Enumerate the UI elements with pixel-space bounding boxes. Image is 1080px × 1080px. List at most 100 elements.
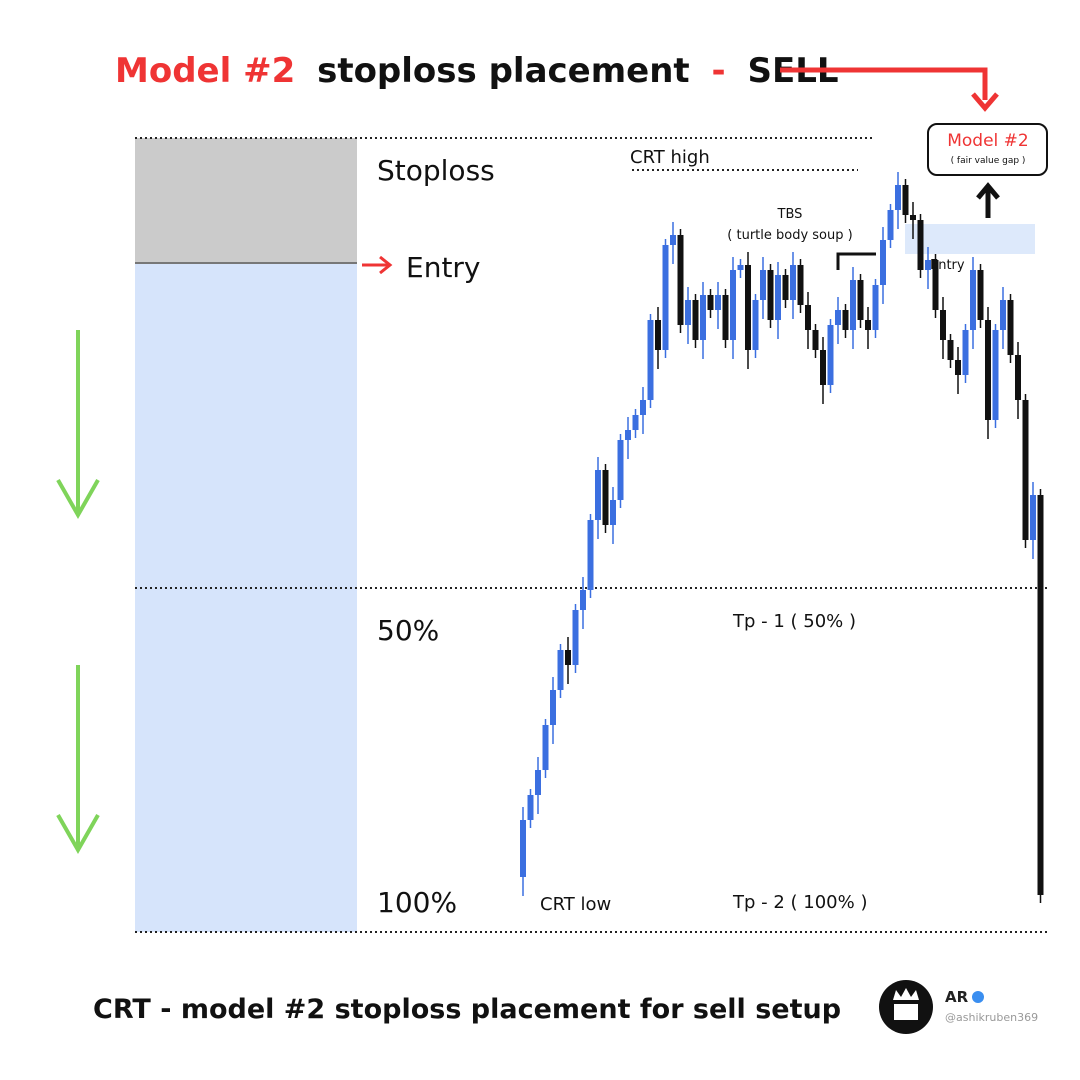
title: Model #2 stoploss placement - SELL <box>115 51 839 91</box>
half-label: 50% <box>377 614 439 647</box>
candle-body <box>917 220 924 270</box>
candle-body <box>1022 400 1029 540</box>
candle-body <box>797 265 804 305</box>
stoploss-zone <box>135 138 357 263</box>
candle-body <box>992 330 999 420</box>
candle-body <box>527 795 534 820</box>
candle-body <box>1000 300 1006 330</box>
crt-low-label: CRT low <box>540 894 611 915</box>
candle-body <box>805 305 811 330</box>
candle-body <box>812 330 819 350</box>
candle-body <box>625 430 631 440</box>
tbs-label: TBS <box>777 207 803 222</box>
candle-body <box>647 320 654 400</box>
candle-body <box>887 210 894 240</box>
candle-body <box>850 280 856 330</box>
callout-box <box>927 123 1048 176</box>
candle-body <box>902 185 909 215</box>
candle-body <box>962 330 969 375</box>
candle-body <box>602 470 609 525</box>
tbs-bracket <box>836 252 876 270</box>
entry-arrow <box>362 255 393 275</box>
candle-body <box>895 185 901 210</box>
candle-body <box>835 310 841 325</box>
candle-body <box>595 470 601 520</box>
candle-body <box>610 500 616 525</box>
title-highlight: Model #2 <box>115 51 295 91</box>
candle-body <box>1007 300 1014 355</box>
candle-body <box>1037 495 1044 895</box>
entry-label: Entry <box>406 251 481 284</box>
candles <box>520 172 1044 903</box>
candle-body <box>550 690 556 725</box>
candle-body <box>985 320 991 420</box>
candle-body <box>535 770 541 795</box>
title-dash: - <box>712 51 726 91</box>
candle-body <box>692 300 699 340</box>
candle-body <box>872 285 879 330</box>
candle-body <box>565 650 571 665</box>
candle-body <box>640 400 646 415</box>
red-arrow-head <box>971 92 999 112</box>
candle-body <box>932 260 939 310</box>
brand-handle: @ashikruben369 <box>945 1011 1038 1024</box>
candle-body <box>880 240 886 285</box>
candle-body <box>842 310 849 330</box>
candle-body <box>955 360 961 375</box>
candle-body <box>677 235 684 325</box>
candle-body <box>655 320 661 350</box>
candle-body <box>760 270 766 300</box>
candle-body <box>925 260 931 270</box>
candle-body <box>707 295 714 310</box>
candle-body <box>910 215 916 220</box>
candle-body <box>1015 355 1021 400</box>
title-main: stoploss placement <box>317 51 690 91</box>
target-zone <box>135 263 357 932</box>
candle-body <box>752 300 759 350</box>
verified-badge <box>972 991 984 1003</box>
candle-body <box>970 270 976 330</box>
candle-body <box>542 725 549 770</box>
candle-body <box>775 275 781 320</box>
down-arrows <box>56 330 100 855</box>
tbs-note: ( turtle body soup ) <box>727 228 852 243</box>
candle-body <box>947 340 954 360</box>
candle-body <box>670 235 676 245</box>
candle-body <box>782 275 789 300</box>
crt-high-label: CRT high <box>630 147 710 168</box>
candle-body <box>587 520 594 590</box>
candle-body <box>865 320 871 330</box>
candle-body <box>715 295 721 310</box>
up-arrow <box>976 182 1000 218</box>
candle-body <box>940 310 946 340</box>
chart-entry-label: Entry <box>930 258 965 273</box>
candle-body <box>857 280 864 320</box>
full-label: 100% <box>377 886 457 919</box>
candle-body <box>977 270 984 320</box>
candle-body <box>685 300 691 325</box>
candle-body <box>1030 495 1036 540</box>
candle-body <box>767 270 774 320</box>
candle-body <box>520 820 526 877</box>
stoploss-label: Stoploss <box>377 154 495 187</box>
tp1-label: Tp - 1 ( 50% ) <box>732 611 856 632</box>
candle-body <box>632 415 639 430</box>
callout-title: Model #2 <box>947 131 1029 151</box>
candle-body <box>737 265 744 270</box>
tp2-label: Tp - 2 ( 100% ) <box>732 892 867 913</box>
candle-body <box>572 610 579 665</box>
candle-body <box>827 325 834 385</box>
candle-body <box>662 245 669 350</box>
candle-body <box>730 270 736 340</box>
fvg-zone <box>905 224 1035 254</box>
candle-body <box>820 350 826 385</box>
candle-body <box>617 440 624 500</box>
candle-body <box>790 265 796 300</box>
candle-body <box>745 265 751 350</box>
footer-caption: CRT - model #2 stoploss placement for se… <box>93 994 841 1025</box>
callout-note: ( fair value gap ) <box>951 156 1026 166</box>
brand-name: AR <box>945 988 969 1006</box>
logo-mark <box>893 988 919 1020</box>
candle-body <box>700 295 706 340</box>
